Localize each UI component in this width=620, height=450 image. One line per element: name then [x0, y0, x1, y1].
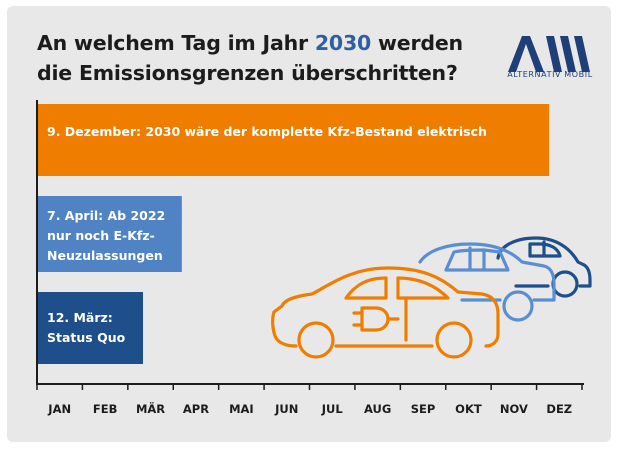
x-tick-label-nov: NOV: [500, 402, 528, 416]
bar-label-maerz: 12. März: Status Quo: [47, 310, 126, 345]
x-tick-label-aug: AUG: [364, 402, 391, 416]
bar-dezember: [37, 104, 550, 176]
x-tick-label-mai: MAI: [229, 402, 254, 416]
light-blue-car-icon: [418, 242, 556, 322]
x-tick-label-okt: OKT: [455, 402, 482, 416]
bar-april: [37, 196, 182, 272]
axis-layer: JAN FEB MÄR APR MAI JUN JUL AUG SEP OKT NOV DEZ: [36, 100, 584, 416]
title-year-highlight: 2030: [314, 31, 372, 55]
x-tick-label-jun: JUN: [274, 402, 298, 416]
bars-layer: [37, 104, 550, 364]
x-tick-label-feb: FEB: [93, 402, 117, 416]
title-text-after: werden die Emissionsgrenzen überschritte…: [37, 31, 463, 85]
x-tick-label-mär: MÄR: [136, 401, 165, 416]
bar-label-dezember: 9. Dezember: 2030 wäre der komplette Kfz…: [47, 124, 487, 139]
logo-text: ALTERNATIV MOBIL: [507, 70, 593, 79]
x-tick-label-sep: SEP: [411, 402, 436, 416]
orange-electric-car-icon: [271, 266, 500, 359]
x-tick-label-jan: JAN: [47, 402, 71, 416]
alternativ-mobil-logo: [508, 36, 590, 72]
x-tick-label-jul: JUL: [321, 402, 344, 416]
chart-title: An welchem Tag im Jahr 2030 werden die E…: [37, 28, 477, 88]
bar-maerz: [37, 292, 144, 364]
title-text-before: An welchem Tag im Jahr: [37, 31, 315, 55]
x-tick-label-apr: APR: [183, 402, 209, 416]
x-tick-label-dez: DEZ: [546, 402, 572, 416]
bar-label-april: 7. April: Ab 2022 nur noch E-Kfz-Neuzula…: [47, 208, 166, 263]
